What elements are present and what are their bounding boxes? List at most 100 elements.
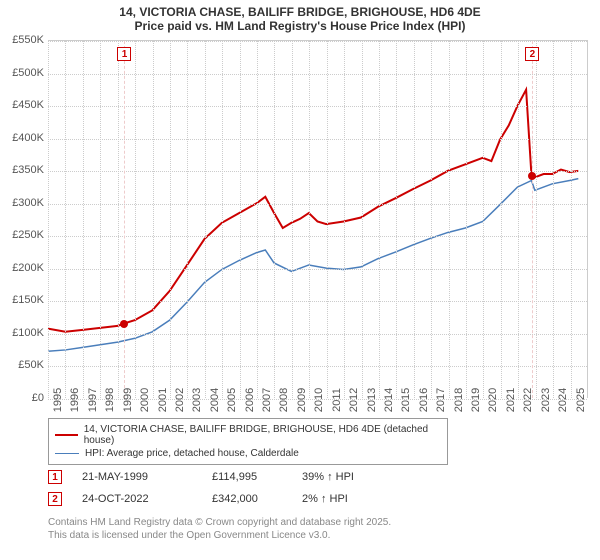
gridline-h bbox=[48, 106, 587, 107]
y-axis-label: £150K bbox=[12, 294, 44, 306]
x-axis-label: 2004 bbox=[209, 388, 221, 412]
gridline-v bbox=[518, 41, 519, 398]
title-block: 14, VICTORIA CHASE, BAILIFF BRIDGE, BRIG… bbox=[0, 0, 600, 35]
gridline-v bbox=[309, 41, 310, 398]
gridline-v bbox=[292, 41, 293, 398]
title-line2: Price paid vs. HM Land Registry's House … bbox=[10, 19, 590, 33]
x-axis-label: 2023 bbox=[540, 388, 552, 412]
sale-dot bbox=[120, 320, 128, 328]
x-axis-label: 2006 bbox=[244, 388, 256, 412]
gridline-v bbox=[170, 41, 171, 398]
sales-row-price: £114,995 bbox=[212, 471, 302, 483]
gridline-v bbox=[553, 41, 554, 398]
gridline-h bbox=[48, 41, 587, 42]
gridline-h bbox=[48, 236, 587, 237]
x-axis-label: 2012 bbox=[348, 388, 360, 412]
series-line-price_paid bbox=[48, 90, 578, 332]
x-axis-label: 2005 bbox=[226, 388, 238, 412]
attribution-line1: Contains HM Land Registry data © Crown c… bbox=[48, 516, 391, 529]
y-axis-label: £550K bbox=[12, 34, 44, 46]
sale-marker-line bbox=[124, 41, 125, 398]
gridline-h bbox=[48, 366, 587, 367]
gridline-v bbox=[65, 41, 66, 398]
sale-marker-line bbox=[532, 41, 533, 398]
x-axis-label: 2003 bbox=[191, 388, 203, 412]
gridline-h bbox=[48, 74, 587, 75]
chart-svg bbox=[48, 41, 587, 398]
y-axis-label: £200K bbox=[12, 262, 44, 274]
y-axis-label: £350K bbox=[12, 164, 44, 176]
x-axis-label: 2015 bbox=[400, 388, 412, 412]
gridline-v bbox=[205, 41, 206, 398]
sales-row: 121-MAY-1999£114,99539% ↑ HPI bbox=[48, 466, 382, 488]
gridline-v bbox=[118, 41, 119, 398]
x-axis-label: 2018 bbox=[453, 388, 465, 412]
gridline-h bbox=[48, 204, 587, 205]
gridline-v bbox=[257, 41, 258, 398]
sales-row-date: 21-MAY-1999 bbox=[82, 471, 212, 483]
sale-marker-badge: 1 bbox=[117, 47, 131, 61]
y-axis-label: £50K bbox=[18, 359, 44, 371]
chart-plot-area: 12 bbox=[48, 40, 588, 398]
x-axis-label: 2017 bbox=[435, 388, 447, 412]
sales-table: 121-MAY-1999£114,99539% ↑ HPI224-OCT-202… bbox=[48, 466, 382, 510]
x-axis-label: 2000 bbox=[139, 388, 151, 412]
x-axis-label: 1999 bbox=[122, 388, 134, 412]
legend-label: HPI: Average price, detached house, Cald… bbox=[85, 448, 299, 459]
sale-dot bbox=[528, 172, 536, 180]
gridline-h bbox=[48, 334, 587, 335]
x-axis-label: 2014 bbox=[383, 388, 395, 412]
x-axis-label: 2011 bbox=[331, 388, 343, 412]
x-axis-label: 2021 bbox=[505, 388, 517, 412]
y-axis-label: £300K bbox=[12, 197, 44, 209]
x-axis-label: 2009 bbox=[296, 388, 308, 412]
gridline-v bbox=[449, 41, 450, 398]
sales-row: 2 24-OCT-2022£342,0002% ↑ HPI bbox=[48, 488, 382, 510]
gridline-v bbox=[344, 41, 345, 398]
gridline-v bbox=[414, 41, 415, 398]
x-axis-label: 2020 bbox=[487, 388, 499, 412]
gridline-v bbox=[396, 41, 397, 398]
x-axis-label: 2024 bbox=[557, 388, 569, 412]
x-axis-label: 2007 bbox=[261, 388, 273, 412]
x-axis-label: 2019 bbox=[470, 388, 482, 412]
gridline-v bbox=[153, 41, 154, 398]
sales-row-date: 24-OCT-2022 bbox=[82, 493, 212, 505]
gridline-v bbox=[100, 41, 101, 398]
y-axis-label: £500K bbox=[12, 67, 44, 79]
gridline-v bbox=[379, 41, 380, 398]
chart-container: 14, VICTORIA CHASE, BAILIFF BRIDGE, BRIG… bbox=[0, 0, 600, 560]
y-axis-label: £250K bbox=[12, 229, 44, 241]
gridline-v bbox=[83, 41, 84, 398]
x-axis-label: 1995 bbox=[52, 388, 64, 412]
x-axis-label: 2016 bbox=[418, 388, 430, 412]
gridline-v bbox=[536, 41, 537, 398]
gridline-h bbox=[48, 301, 587, 302]
x-axis-label: 2025 bbox=[575, 388, 587, 412]
gridline-v bbox=[483, 41, 484, 398]
x-axis-label: 1996 bbox=[69, 388, 81, 412]
sale-marker-badge: 2 bbox=[525, 47, 539, 61]
gridline-v bbox=[501, 41, 502, 398]
gridline-v bbox=[187, 41, 188, 398]
sales-row-badge: 2 bbox=[48, 492, 62, 506]
gridline-h bbox=[48, 269, 587, 270]
x-axis-label: 2022 bbox=[522, 388, 534, 412]
sales-row-pct: 2% ↑ HPI bbox=[302, 493, 382, 505]
gridline-h bbox=[48, 139, 587, 140]
sales-row-price: £342,000 bbox=[212, 493, 302, 505]
legend-swatch bbox=[55, 453, 79, 454]
gridline-v bbox=[571, 41, 572, 398]
y-axis-label: £100K bbox=[12, 327, 44, 339]
gridline-h bbox=[48, 171, 587, 172]
y-axis-label: £450K bbox=[12, 99, 44, 111]
legend-label: 14, VICTORIA CHASE, BAILIFF BRIDGE, BRIG… bbox=[84, 424, 441, 446]
x-axis-label: 1998 bbox=[104, 388, 116, 412]
x-axis-label: 2002 bbox=[174, 388, 186, 412]
attribution-line2: This data is licensed under the Open Gov… bbox=[48, 529, 391, 542]
gridline-v bbox=[240, 41, 241, 398]
x-axis-label: 2008 bbox=[278, 388, 290, 412]
attribution: Contains HM Land Registry data © Crown c… bbox=[48, 516, 391, 542]
gridline-v bbox=[362, 41, 363, 398]
sales-row-badge: 1 bbox=[48, 470, 62, 484]
